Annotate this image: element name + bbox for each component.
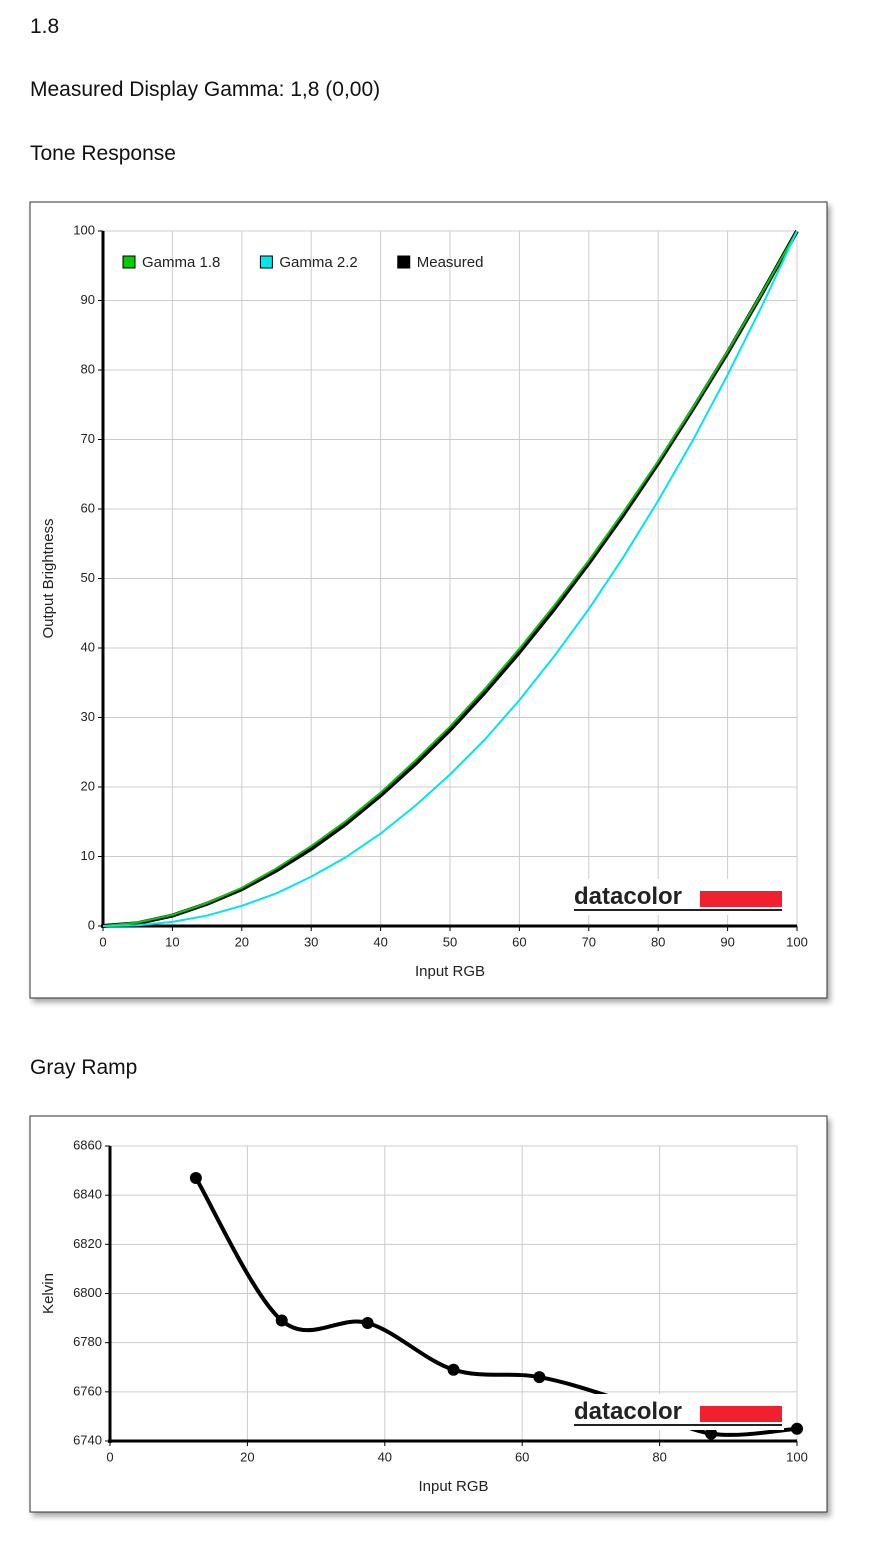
chart: Tone Response 0 10 20 30 40 50 60 70 80 90 100 0 10 20… (29, 142, 828, 999)
y-tick-label: 80 (81, 361, 95, 376)
y-tick-label: 6800 (73, 1285, 102, 1300)
logo-bar (700, 891, 782, 907)
logo-bar (700, 1406, 782, 1422)
y-tick-label: 20 (81, 778, 95, 793)
x-tick-label: 100 (786, 934, 808, 949)
y-tick-label: 6780 (73, 1334, 102, 1349)
chart: Gray Ramp 6740 6760 6780 6800 6820 6840 6860 0 20… (29, 1056, 828, 1513)
x-axis-title: Input RGB (418, 1478, 488, 1495)
x-tick-label: 20 (240, 1449, 254, 1464)
x-tick-label: 10 (165, 934, 179, 949)
x-tick-label: 70 (582, 934, 596, 949)
x-axis-title: Input RGB (415, 963, 485, 980)
legend-swatch (397, 255, 411, 269)
y-tick-label: 6860 (73, 1137, 102, 1152)
legend-swatch (122, 255, 136, 269)
y-axis-title: Kelvin (40, 1273, 57, 1314)
x-tick-label: 60 (512, 934, 526, 949)
y-tick-label: 10 (81, 848, 95, 863)
marker (791, 1422, 803, 1435)
x-tick-label: 50 (443, 934, 457, 949)
gamma-value: 1.8 (30, 15, 59, 38)
y-tick-label: 40 (81, 639, 95, 654)
y-tick-label: 6760 (73, 1383, 102, 1398)
marker (447, 1363, 460, 1376)
logo-text: datacolor (574, 883, 682, 910)
y-tick-label: 6820 (73, 1236, 102, 1251)
x-tick-label: 0 (99, 934, 106, 949)
legend-label: Gamma 1.8 (142, 254, 220, 271)
marker (533, 1371, 546, 1384)
marker (361, 1317, 374, 1329)
y-tick-label: 50 (81, 570, 95, 585)
x-tick-label: 80 (651, 934, 665, 949)
marker (705, 1427, 718, 1440)
marker (189, 1171, 202, 1184)
x-tick-label: 40 (378, 1449, 392, 1464)
logo-text: datacolor (574, 1398, 682, 1425)
chart-frame (29, 201, 828, 999)
y-tick-label: 60 (81, 500, 95, 515)
x-tick-label: 90 (720, 934, 734, 949)
x-tick-label: 40 (373, 934, 387, 949)
line (102, 230, 798, 927)
measured-gamma: Measured Display Gamma: 1,8 (0,00) (30, 78, 380, 101)
y-tick-label: 70 (81, 431, 95, 446)
chart-title: Tone Response (30, 142, 176, 165)
y-tick-label: 6840 (73, 1187, 102, 1202)
x-tick-label: 30 (304, 934, 318, 949)
y-tick-label: 90 (81, 292, 95, 307)
x-tick-label: 60 (515, 1449, 529, 1464)
chart-title: Gray Ramp (30, 1056, 137, 1079)
marker (275, 1314, 288, 1327)
x-tick-label: 80 (652, 1449, 666, 1464)
legend-label: Gamma 2.2 (279, 254, 357, 271)
legend-swatch (259, 255, 273, 269)
chart-frame (29, 1115, 828, 1513)
x-tick-label: 20 (235, 934, 249, 949)
y-tick-label: 30 (81, 709, 95, 724)
y-tick-label: 6740 (73, 1432, 102, 1447)
legend-label: Measured (417, 254, 484, 271)
x-tick-label: 0 (106, 1449, 113, 1464)
x-tick-label: 100 (786, 1449, 808, 1464)
y-axis-title: Output Brightness (40, 518, 57, 638)
line (102, 230, 798, 927)
y-tick-label: 100 (73, 222, 95, 237)
y-tick-label: 0 (88, 917, 95, 932)
